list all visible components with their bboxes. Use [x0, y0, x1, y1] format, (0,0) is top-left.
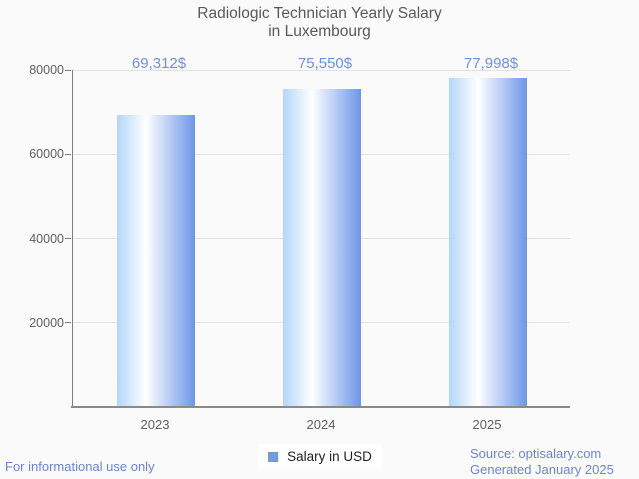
- y-axis-label-60000: 60000: [29, 147, 64, 162]
- y-axis-label-20000: 20000: [29, 315, 64, 330]
- gridline-80000: [73, 69, 570, 71]
- bar-value-label-2025: 77,998$: [463, 55, 519, 72]
- footer-source: Source: optisalary.com: [470, 446, 602, 461]
- x-axis-line: [71, 406, 570, 408]
- footer-generated: Generated January 2025: [470, 462, 614, 477]
- legend: Salary in USD: [258, 444, 382, 469]
- footer-disclaimer: For informational use only: [5, 459, 155, 474]
- bar-2025[interactable]: [449, 78, 527, 407]
- chart-title-line-2: in Luxembourg: [268, 23, 371, 40]
- legend-label: Salary in USD: [287, 449, 372, 464]
- x-axis-label-2023: 2023: [140, 417, 170, 432]
- y-axis-tick-60000: [65, 153, 71, 155]
- bar-value-label-2023: 69,312$: [131, 55, 187, 72]
- bar-value-label-2024: 75,550$: [297, 55, 353, 72]
- y-axis-label-40000: 40000: [29, 231, 64, 246]
- x-axis-label-2025: 2025: [472, 417, 502, 432]
- y-axis-tick-20000: [65, 322, 71, 324]
- y-axis-tick-80000: [65, 69, 71, 71]
- y-axis-tick-40000: [65, 238, 71, 239]
- y-axis-label-80000: 80000: [29, 63, 64, 77]
- bar-2023[interactable]: [117, 115, 195, 407]
- footer-source-block: Source: optisalary.com Generated January…: [470, 446, 614, 478]
- legend-marker-salary: [268, 451, 279, 462]
- plot-area: [72, 69, 570, 407]
- bar-2024[interactable]: [283, 88, 361, 407]
- chart-title-line-1: Radiologic Technician Yearly Salary: [197, 5, 442, 22]
- x-axis-label-2024: 2024: [306, 417, 336, 432]
